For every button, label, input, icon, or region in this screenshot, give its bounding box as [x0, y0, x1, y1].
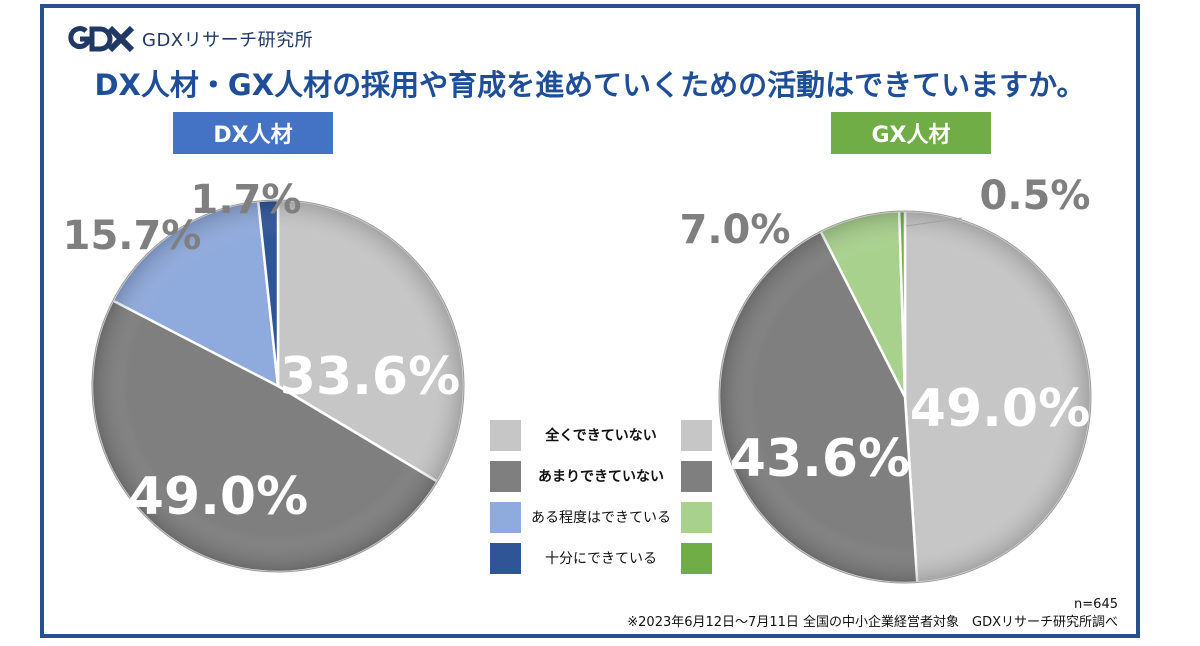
- legend-item: 十分にできている: [490, 542, 712, 574]
- gx-pie: 49.0%43.6% 7.0% 0.5%: [680, 173, 1093, 585]
- data-label: 1.7%: [191, 177, 302, 223]
- legend-item: ある程度はできている: [490, 501, 712, 533]
- legend-swatch-gx: [681, 460, 712, 492]
- dx-pie: 33.6% 49.0% 15.7%1.7%: [63, 177, 466, 574]
- dx-chart-title: DX人材: [173, 112, 333, 154]
- data-label: 49.0%: [910, 379, 1090, 439]
- pie-shading: [91, 199, 465, 573]
- legend-swatch-dx: [490, 460, 521, 492]
- data-label: 43.6%: [730, 429, 910, 489]
- legend-label: 全くできていない: [545, 428, 657, 444]
- legend-item: 全くできていない: [490, 419, 712, 451]
- brand-name: GDXリサーチ研究所: [142, 30, 314, 51]
- data-label: 33.6%: [280, 347, 460, 407]
- pie-shading: [718, 210, 1092, 584]
- legend-label: 十分にできている: [545, 551, 657, 567]
- gx-chart-title: GX人材: [831, 112, 991, 154]
- legend-swatch-dx: [490, 542, 521, 574]
- data-label: 49.0%: [128, 467, 308, 527]
- legend-label: ある程度はできている: [531, 510, 671, 526]
- legend-swatch-dx: [490, 501, 521, 533]
- leader-line: [905, 217, 963, 227]
- legend-swatch-dx: [490, 419, 521, 451]
- legend-label: あまりできていない: [538, 469, 664, 485]
- page-title: DX人材・GX人材の採用や育成を進めていくための活動はできていますか。: [94, 68, 1086, 102]
- data-label: 0.5%: [980, 173, 1091, 219]
- footer: n=645 ※2023年6月12日～7月11日 全国の中小企業経営者対象 GDX…: [627, 596, 1118, 632]
- legend-swatch-gx: [681, 501, 712, 533]
- data-label: 7.0%: [680, 207, 791, 253]
- legend-item: あまりできていない: [490, 460, 712, 492]
- footer-note: ※2023年6月12日～7月11日 全国の中小企業経営者対象 GDXリサーチ研究…: [627, 615, 1118, 630]
- legend: 全くできていない あまりできていない ある程度はできている 十分にできている: [490, 419, 712, 584]
- data-label: 15.7%: [63, 213, 202, 259]
- gdx-logo-icon: [68, 25, 135, 53]
- brand-logo: GDXリサーチ研究所: [66, 24, 313, 54]
- legend-swatch-gx: [681, 542, 712, 574]
- sample-size: n=645: [1074, 597, 1118, 612]
- legend-swatch-gx: [681, 419, 712, 451]
